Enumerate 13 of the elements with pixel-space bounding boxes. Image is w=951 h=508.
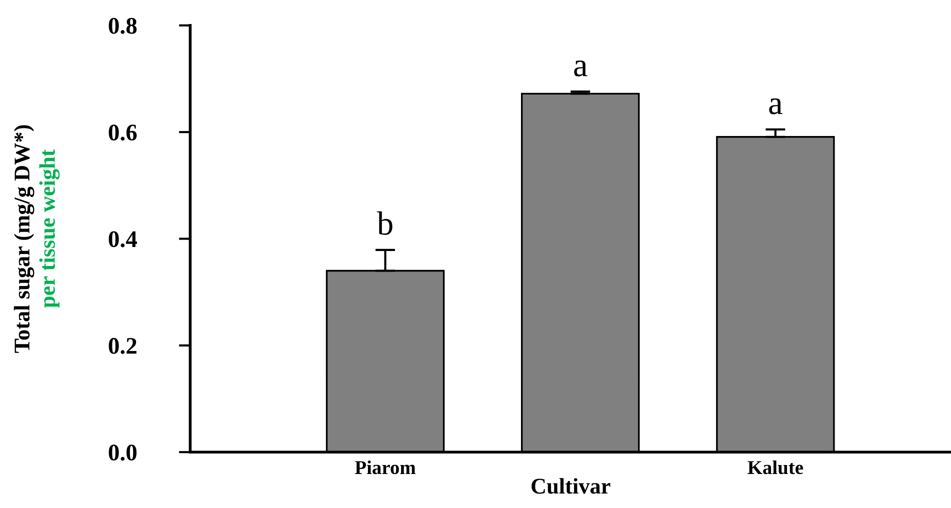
data-label: a (574, 60, 588, 76)
y-axis-title: Total sugar (mg/g DW*) (14, 125, 34, 353)
x-tick-label: Piarom (355, 460, 416, 474)
data-label: a (769, 98, 782, 114)
y-tick-label: 0.8 (108, 18, 137, 34)
y-tick-label: 0.6 (108, 124, 137, 141)
x-axis-title: Cultivar (532, 478, 610, 494)
x-tick-label: Kalute (748, 460, 804, 474)
y-tick-label: 0.0 (108, 444, 137, 461)
data-label: b (376, 211, 392, 235)
text: per tissue weight (39, 149, 60, 308)
y-tick-label: 0.2 (108, 338, 136, 354)
y-tick-label: 0.4 (108, 231, 137, 248)
